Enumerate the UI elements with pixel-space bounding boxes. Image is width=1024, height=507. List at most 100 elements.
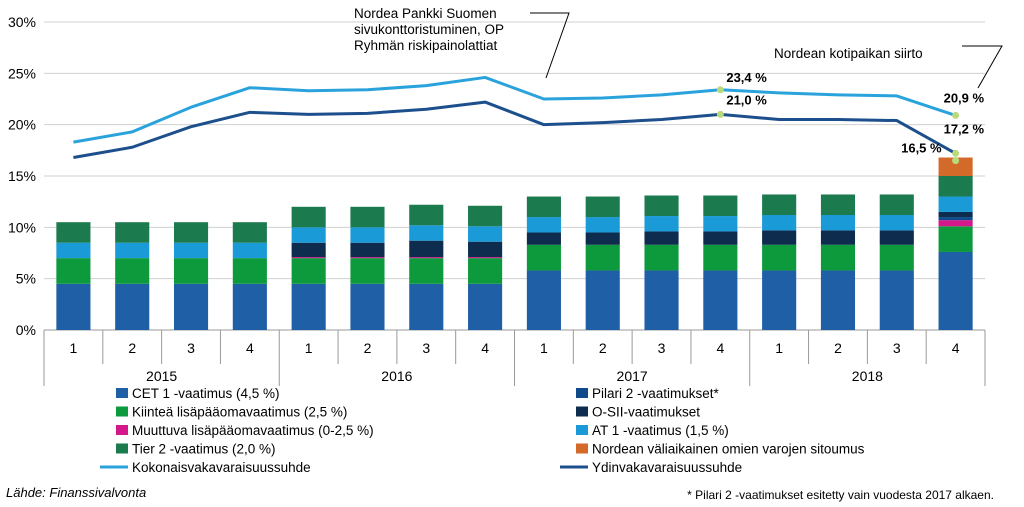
bar-segment: [115, 258, 150, 284]
bar-segment: [526, 196, 561, 218]
year-label: 2015: [146, 368, 177, 384]
bar-segment: [526, 217, 561, 233]
bar-segment: [291, 283, 326, 330]
bar-segment: [879, 230, 914, 245]
bar-segment: [879, 244, 914, 271]
bar-segment: [585, 270, 620, 330]
bar-segment: [291, 257, 326, 259]
year-label: 2017: [617, 368, 648, 384]
bar-segment: [526, 244, 561, 271]
bar-segment: [526, 270, 561, 330]
bar-segment: [291, 227, 326, 243]
bar-segment: [879, 194, 914, 216]
legend-label: Kokonaisvakavaraisuussuhde: [132, 460, 311, 475]
bar-segment: [585, 232, 620, 245]
data-point-marker: [716, 110, 724, 118]
bar-segment: [762, 270, 797, 330]
bar-segment: [703, 231, 738, 245]
x-tick-label: 4: [246, 340, 254, 356]
legend-swatch: [116, 406, 128, 417]
bar-segment: [56, 283, 91, 330]
bar-segment: [703, 195, 738, 217]
bar-segment: [173, 258, 209, 284]
x-tick-label: 3: [658, 340, 666, 356]
bar-segment: [762, 215, 797, 231]
bar-segment: [938, 226, 973, 252]
bar-segment: [585, 217, 620, 233]
bar-segment: [468, 283, 503, 330]
bar-segment: [585, 196, 620, 218]
bar-segment: [644, 270, 679, 330]
legend-label: CET 1 -vaatimus (4,5 %): [132, 386, 280, 401]
bar-segment: [468, 226, 503, 242]
bar-segment: [703, 244, 738, 271]
bar-segment: [468, 241, 503, 258]
bar-segment: [350, 257, 385, 259]
bar-segment: [938, 217, 973, 221]
x-tick-label: 4: [716, 340, 724, 356]
y-tick-label: 20%: [8, 117, 36, 133]
annotation-text: sivukonttoristuminen, OP: [354, 22, 504, 37]
bar-segment: [409, 283, 444, 330]
bar-segment: [820, 215, 856, 231]
x-tick-label: 1: [70, 340, 78, 356]
bar-segment: [703, 270, 738, 330]
y-tick-label: 5%: [16, 271, 36, 287]
bar-segment: [409, 204, 444, 226]
legend-label: Nordean väliaikainen omien varojen sitou…: [592, 442, 865, 457]
bar-segment: [468, 257, 503, 259]
data-point-marker: [716, 86, 724, 94]
y-tick-label: 30%: [8, 14, 36, 30]
series-line: [73, 75, 957, 144]
legend-label: Kiinteä lisäpääomavaatimus (2,5 %): [132, 405, 347, 420]
data-label: 20,9 %: [944, 90, 985, 105]
bar-segment: [644, 244, 679, 271]
annotation-pointer: [962, 45, 1003, 89]
legend-swatch: [116, 425, 128, 435]
bar-segment: [585, 244, 620, 271]
bar-segment: [938, 220, 973, 227]
bar-segment: [879, 215, 914, 231]
y-tick-label: 10%: [8, 219, 36, 235]
data-point-marker: [952, 157, 960, 165]
x-tick-label: 3: [187, 340, 195, 356]
bar-segment: [56, 258, 91, 284]
bar-segment: [526, 232, 561, 245]
bar-segment: [938, 211, 973, 218]
legend-label: Muuttuva lisäpääomavaatimus (0-2,5 %): [132, 423, 374, 438]
bar-segment: [173, 222, 209, 243]
legend-label: Pilari 2 -vaatimukset*: [592, 386, 720, 401]
bar-segment: [350, 206, 385, 228]
data-point-marker: [952, 149, 960, 157]
legend-swatch: [576, 388, 588, 398]
bar-segment: [879, 270, 914, 330]
bar-segment: [409, 240, 444, 258]
bar-segment: [468, 205, 503, 227]
legend-swatch: [576, 425, 588, 435]
bar-segment: [232, 242, 267, 259]
legend-label: Tier 2 -vaatimus (2,0 %): [132, 442, 276, 457]
bar-segment: [173, 242, 209, 259]
bar-segment: [938, 251, 973, 330]
bar-segment: [938, 157, 973, 176]
x-tick-label: 2: [128, 340, 136, 356]
bar-segment: [350, 283, 385, 330]
bar-segment: [820, 270, 856, 330]
bar-segment: [644, 195, 679, 217]
data-label: 21,0 %: [726, 92, 767, 107]
bar-segment: [115, 283, 150, 330]
x-tick-label: 3: [422, 340, 430, 356]
bar-segment: [350, 227, 385, 243]
year-label: 2018: [852, 368, 883, 384]
legend-swatch: [116, 443, 128, 454]
x-tick-label: 1: [775, 340, 783, 356]
bar-segment: [350, 258, 385, 284]
x-tick-label: 1: [305, 340, 313, 356]
bar-segment: [56, 242, 91, 259]
bar-segment: [232, 283, 267, 330]
bar-segment: [644, 231, 679, 245]
bar-segment: [938, 196, 973, 212]
bar-segment: [291, 258, 326, 284]
bar-segment: [291, 242, 326, 258]
